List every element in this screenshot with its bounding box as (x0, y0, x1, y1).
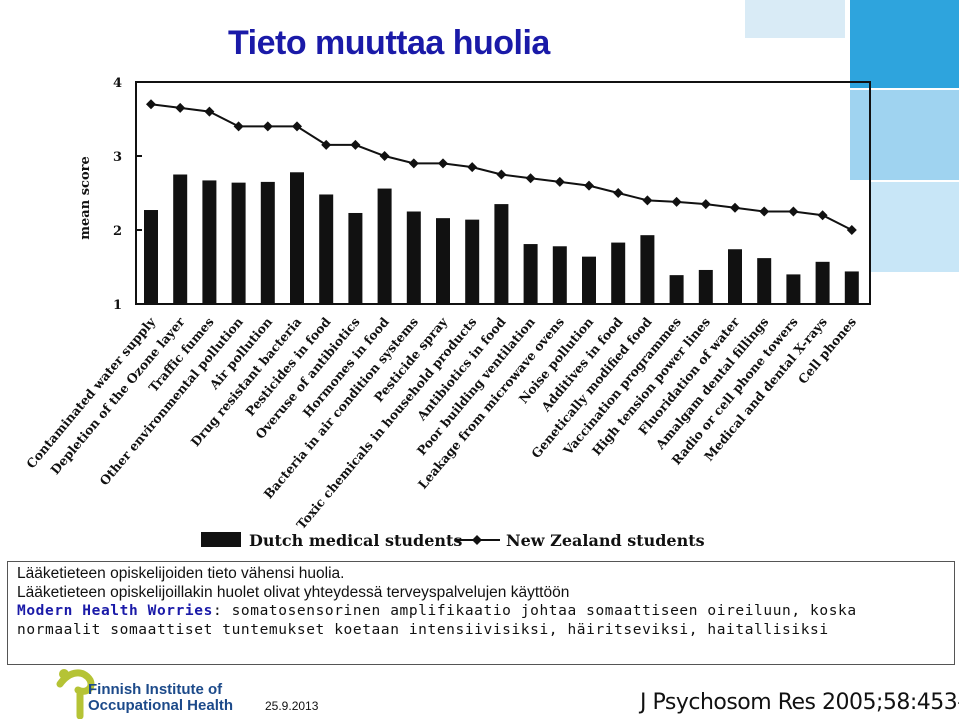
bar-9 (377, 188, 392, 304)
nz-point-22 (759, 206, 770, 217)
nz-point-13 (496, 169, 507, 180)
nz-point-17 (613, 188, 624, 198)
caption-line-3-rest: : somatosensorinen amplifikaatio johtaa … (212, 603, 857, 619)
nz-point-25 (846, 225, 857, 235)
decor-square-1 (745, 0, 845, 38)
legend-label-dutch: Dutch medical students (249, 531, 462, 550)
nz-point-8 (350, 139, 361, 150)
legend-line-marker (472, 535, 482, 545)
footer-reference: J Psychosom Res 2005;58:453-7 (640, 690, 959, 715)
decor-square-3 (850, 90, 959, 180)
bar-7 (319, 194, 334, 304)
caption-emphasis: Modern Health Worries (17, 603, 213, 619)
nz-point-23 (788, 206, 799, 217)
y-tick-label: 1 (113, 298, 122, 313)
footer-date: 25.9.2013 (265, 699, 319, 713)
bar-18 (640, 235, 655, 304)
y-tick-label: 4 (113, 76, 122, 91)
legend-bar-swatch (201, 532, 241, 547)
logo-line-2: Occupational Health (88, 697, 234, 714)
bar-24 (815, 261, 830, 304)
decor-square-4 (870, 182, 959, 272)
bar-12 (465, 219, 480, 304)
bar-10 (406, 211, 421, 304)
nz-point-10 (408, 158, 419, 169)
nz-point-7 (321, 139, 332, 150)
caption-line-2: Lääketieteen opiskelijoillakin huolet ol… (17, 584, 570, 601)
bar-19 (669, 275, 684, 304)
decor-square-2 (850, 0, 959, 88)
nz-point-11 (438, 158, 448, 169)
caption-line-4: normaalit somaattiset tuntemukset koetaa… (17, 622, 829, 638)
nz-point-9 (379, 151, 390, 161)
nz-point-24 (817, 210, 828, 221)
bar-3 (202, 180, 217, 304)
logo-line-1: Finnish Institute of (88, 681, 223, 698)
bar-13 (494, 204, 509, 304)
fioh-logo-icon (56, 669, 95, 719)
y-axis-label: mean score (78, 156, 93, 239)
nz-point-19 (671, 196, 682, 207)
bar-23 (786, 274, 801, 304)
bar-8 (348, 212, 363, 304)
nz-point-15 (554, 176, 565, 187)
bar-1 (144, 210, 158, 304)
nz-point-16 (584, 180, 594, 191)
nz-point-2 (175, 102, 186, 113)
bar-15 (552, 246, 567, 304)
nz-point-14 (525, 173, 536, 184)
nz-point-3 (204, 106, 215, 117)
bar-14 (523, 244, 538, 304)
bar-21 (728, 249, 742, 304)
legend-label-nz: New Zealand students (506, 531, 705, 550)
bar-11 (436, 218, 450, 304)
caption-line-1: Lääketieteen opiskelijoiden tieto vähens… (17, 565, 345, 582)
bar-25 (844, 271, 859, 304)
bar-17 (611, 242, 626, 304)
bar-16 (582, 256, 596, 304)
bar-22 (757, 258, 772, 304)
slide-title: Tieto muuttaa huolia (228, 24, 550, 62)
nz-point-1 (146, 99, 156, 110)
caption-line-3: Modern Health Worries: somatosensorinen … (17, 602, 945, 621)
fioh-logo-text: Finnish Institute of Occupational Health (88, 682, 233, 714)
caption-box: Lääketieteen opiskelijoiden tieto vähens… (7, 561, 955, 665)
nz-point-4 (233, 121, 244, 132)
bar-5 (260, 181, 275, 304)
nz-point-21 (730, 202, 740, 213)
bar-20 (698, 269, 713, 304)
bar-4 (231, 182, 246, 304)
nz-point-18 (642, 195, 653, 206)
nz-point-6 (292, 121, 302, 132)
y-tick-label: 3 (113, 150, 122, 165)
nz-point-5 (262, 121, 273, 132)
nz-point-20 (700, 199, 711, 210)
bar-6 (290, 172, 304, 304)
nz-point-12 (467, 162, 478, 173)
y-tick-label: 2 (113, 224, 122, 239)
bar-2 (173, 174, 188, 304)
